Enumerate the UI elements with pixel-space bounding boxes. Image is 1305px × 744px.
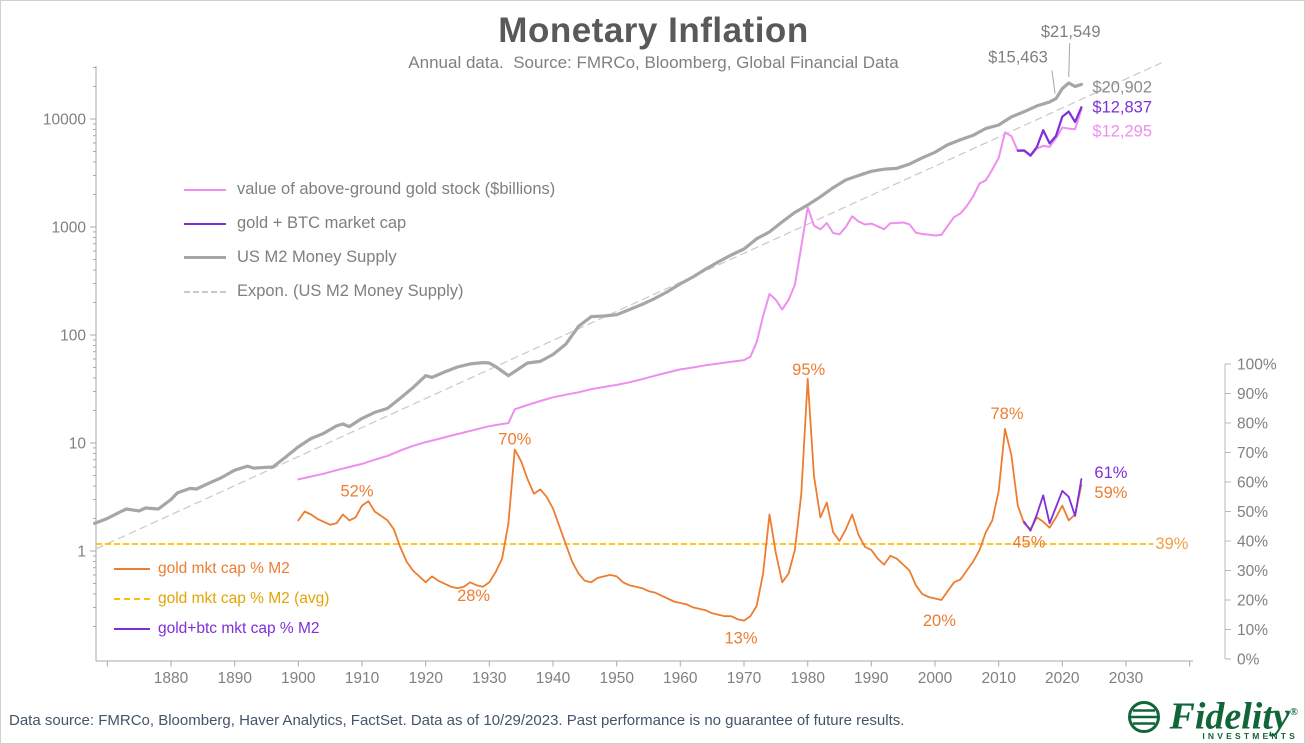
svg-text:100%: 100% bbox=[1237, 357, 1277, 374]
legend-swatch-goldbtc-pct-m2 bbox=[114, 627, 150, 630]
legend-label-m2: US M2 Money Supply bbox=[237, 248, 397, 266]
svg-text:2030: 2030 bbox=[1109, 670, 1144, 687]
right-axis bbox=[1224, 363, 1231, 660]
annotation-13: 13% bbox=[724, 630, 757, 648]
svg-text:1: 1 bbox=[77, 544, 86, 561]
annotation-52: 52% bbox=[340, 483, 373, 501]
fidelity-logo: Fidelity® INVESTMENTS bbox=[1123, 693, 1298, 741]
annotation-20: 20% bbox=[923, 612, 956, 630]
svg-text:20%: 20% bbox=[1237, 593, 1268, 610]
legend-label-gold-btc-cap: gold + BTC market cap bbox=[237, 214, 407, 232]
data-source-disclaimer: Data source: FMRCo, Bloomberg, Haver Ana… bbox=[9, 712, 905, 729]
svg-text:1980: 1980 bbox=[790, 670, 825, 687]
fidelity-globe-icon bbox=[1128, 701, 1161, 733]
series-line-gold-btc-cap bbox=[1016, 106, 1083, 157]
svg-text:80%: 80% bbox=[1237, 416, 1268, 433]
svg-text:1950: 1950 bbox=[599, 670, 634, 687]
annotation-78: 78% bbox=[990, 405, 1023, 423]
annotation-70: 70% bbox=[498, 431, 531, 449]
svg-text:90%: 90% bbox=[1237, 386, 1268, 403]
annotations: $21,549$15,463$20,902$12,837$12,29595%78… bbox=[340, 23, 1188, 648]
legend-swatch-m2 bbox=[184, 256, 226, 259]
svg-text:10: 10 bbox=[69, 436, 87, 453]
legend-label-gold-pct-m2: gold mkt cap % M2 bbox=[158, 559, 290, 577]
svg-text:100: 100 bbox=[60, 328, 86, 345]
legend-item-gold-pct-m2: gold mkt cap % M2 bbox=[114, 558, 329, 579]
legend-item-gold-stock-value: value of above-ground gold stock ($billi… bbox=[184, 179, 555, 200]
svg-text:1880: 1880 bbox=[154, 670, 189, 687]
legend-label-goldbtc-pct-m2: gold+btc mkt cap % M2 bbox=[158, 619, 320, 637]
annotation-59: 59% bbox=[1094, 484, 1127, 502]
annotation-95: 95% bbox=[792, 361, 825, 379]
svg-text:70%: 70% bbox=[1237, 445, 1268, 462]
legend-bottom: gold mkt cap % M2 gold mkt cap % M2 (avg… bbox=[114, 558, 329, 648]
fidelity-wordmark: Fidelity® bbox=[1169, 693, 1298, 736]
fidelity-logo-text: Fidelity® INVESTMENTS bbox=[1169, 693, 1298, 741]
svg-text:1890: 1890 bbox=[217, 670, 252, 687]
annotation-39: 39% bbox=[1155, 535, 1188, 553]
series-line-goldbtc-pct-m2 bbox=[1023, 478, 1083, 532]
annotation-12295: $12,295 bbox=[1092, 122, 1152, 140]
svg-text:1900: 1900 bbox=[281, 670, 316, 687]
svg-text:1990: 1990 bbox=[854, 670, 889, 687]
svg-text:2000: 2000 bbox=[918, 670, 953, 687]
annotation-61: 61% bbox=[1094, 464, 1127, 482]
annotation-20902: $20,902 bbox=[1092, 78, 1152, 96]
svg-text:1930: 1930 bbox=[472, 670, 507, 687]
legend-label-m2-trend: Expon. (US M2 Money Supply) bbox=[237, 282, 464, 300]
svg-text:1910: 1910 bbox=[345, 670, 380, 687]
annotation-12837: $12,837 bbox=[1092, 98, 1152, 116]
legend-item-m2-expon-trend: Expon. (US M2 Money Supply) bbox=[184, 281, 555, 302]
annotation-28: 28% bbox=[457, 587, 490, 605]
fidelity-investments-label: INVESTMENTS bbox=[1202, 730, 1298, 741]
legend-swatch-gold-pct-m2 bbox=[114, 567, 150, 570]
page-title: Monetary Inflation bbox=[498, 11, 809, 50]
svg-text:10000: 10000 bbox=[43, 112, 86, 129]
svg-text:1940: 1940 bbox=[536, 670, 571, 687]
legend-item-us-m2-money-supply: US M2 Money Supply bbox=[184, 247, 555, 268]
svg-text:0%: 0% bbox=[1237, 652, 1260, 669]
svg-text:1000: 1000 bbox=[52, 220, 87, 237]
legend-swatch-gold-pct-m2-avg bbox=[114, 597, 150, 600]
legend-swatch-m2-trend bbox=[184, 290, 226, 293]
legend-item-goldbtc-pct-m2: gold+btc mkt cap % M2 bbox=[114, 618, 329, 639]
legend-swatch-gold-stock bbox=[184, 188, 226, 191]
legend-item-gold-btc-market-cap: gold + BTC market cap bbox=[184, 213, 555, 234]
legend-item-gold-pct-m2-avg: gold mkt cap % M2 (avg) bbox=[114, 588, 329, 609]
svg-text:50%: 50% bbox=[1237, 504, 1268, 521]
svg-text:10%: 10% bbox=[1237, 622, 1268, 639]
registered-mark: ® bbox=[1289, 706, 1298, 718]
chart-subtitle: Annual data. Source: FMRCo, Bloomberg, G… bbox=[408, 53, 899, 72]
series-line-gold-pct-m2 bbox=[297, 377, 1083, 622]
legend-top: value of above-ground gold stock ($billi… bbox=[184, 179, 555, 315]
svg-text:1960: 1960 bbox=[663, 670, 698, 687]
svg-text:40%: 40% bbox=[1237, 534, 1268, 551]
svg-text:2010: 2010 bbox=[981, 670, 1016, 687]
legend-label-gold-pct-m2-avg: gold mkt cap % M2 (avg) bbox=[158, 589, 330, 607]
annotation-45: 45% bbox=[1012, 533, 1045, 551]
svg-text:1970: 1970 bbox=[727, 670, 762, 687]
svg-text:1920: 1920 bbox=[408, 670, 443, 687]
svg-text:2020: 2020 bbox=[1045, 670, 1080, 687]
legend-label-gold-stock: value of above-ground gold stock ($billi… bbox=[237, 180, 556, 198]
fidelity-brand-name: Fidelity bbox=[1169, 695, 1290, 738]
svg-text:60%: 60% bbox=[1237, 475, 1268, 492]
svg-text:30%: 30% bbox=[1237, 563, 1268, 580]
legend-swatch-gold-btc-cap bbox=[184, 222, 226, 225]
